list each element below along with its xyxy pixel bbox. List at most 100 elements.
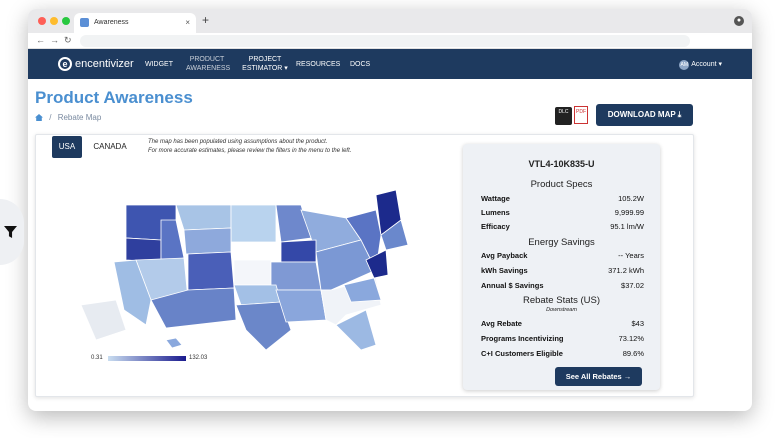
minimize-window-dot[interactable] bbox=[50, 17, 58, 25]
rebate-row: Programs Incentivizing 73.12% bbox=[481, 334, 644, 343]
map-region-colorado bbox=[187, 251, 235, 291]
breadcrumb-separator: / bbox=[49, 113, 52, 122]
map-region-mid-atlantic bbox=[365, 249, 389, 279]
map-region-wyoming bbox=[183, 227, 232, 255]
see-all-rebates-button[interactable]: See All Rebates → bbox=[555, 367, 642, 386]
tab-title: Awareness bbox=[94, 19, 129, 26]
address-bar: ← → ↻ bbox=[28, 33, 752, 49]
map-card: USA CANADA The map has been populated us… bbox=[35, 134, 694, 397]
map-region-oregon bbox=[125, 237, 162, 263]
energy-value: 371.2 kWh bbox=[608, 266, 644, 275]
url-field[interactable] bbox=[80, 35, 690, 47]
account-label: Account ▾ bbox=[691, 61, 722, 68]
nav-product-awareness[interactable]: PRODUCT AWARENESS bbox=[186, 56, 231, 72]
logo-icon: e bbox=[58, 57, 72, 71]
encentivizer-logo[interactable]: e encentivizer bbox=[58, 57, 134, 71]
breadcrumb-current: Rebate Map bbox=[57, 113, 102, 122]
nav-project-estimator[interactable]: PROJECT ESTIMATOR ▾ bbox=[242, 56, 288, 72]
pdf-icon[interactable]: PDF bbox=[574, 106, 588, 124]
browser-menu-icon[interactable]: ● bbox=[734, 16, 744, 26]
spec-row: Wattage 105.2W bbox=[481, 194, 644, 203]
nav-docs[interactable]: DOCS bbox=[350, 61, 371, 68]
rebate-label: Programs Incentivizing bbox=[481, 334, 564, 343]
map-region-montana bbox=[175, 204, 232, 231]
map-region-midwest bbox=[270, 261, 322, 291]
download-map-button[interactable]: DOWNLOAD MAP ⤓ bbox=[596, 104, 693, 126]
spec-label: Wattage bbox=[481, 194, 510, 203]
logo-text: encentivizer bbox=[75, 57, 134, 70]
map-note-line-1: The map has been populated using assumpt… bbox=[148, 139, 328, 145]
spec-value: 9,999.99 bbox=[614, 208, 644, 217]
back-icon[interactable]: ← bbox=[36, 35, 45, 45]
map-region-northeast bbox=[345, 209, 382, 272]
filter-icon bbox=[4, 226, 17, 238]
energy-heading: Energy Savings bbox=[528, 237, 595, 248]
rebate-value: 73.12% bbox=[618, 334, 644, 343]
legend-max-label: 132.03 bbox=[189, 355, 208, 361]
map-note-line-2: For more accurate estimates, please revi… bbox=[148, 148, 352, 154]
app-navbar: e encentivizer WIDGET PRODUCT AWARENESS P… bbox=[28, 49, 752, 79]
spec-label: Lumens bbox=[481, 208, 510, 217]
dlc-badge[interactable]: DLC bbox=[555, 107, 572, 125]
map-region-dakotas bbox=[230, 204, 277, 243]
map-region-california bbox=[113, 259, 152, 326]
breadcrumb: / Rebate Map bbox=[35, 113, 101, 122]
spec-label: Efficacy bbox=[481, 222, 510, 231]
legend-color-scale bbox=[108, 356, 186, 361]
energy-label: Avg Payback bbox=[481, 251, 528, 260]
product-stats-panel: VTL4-10K835-U Product Specs Wattage 105.2… bbox=[463, 144, 660, 390]
map-region-florida bbox=[335, 309, 377, 351]
rebate-row: Avg Rebate $43 bbox=[481, 319, 644, 328]
favicon-icon bbox=[80, 18, 89, 27]
spec-value: 95.1 lm/W bbox=[610, 222, 644, 231]
tab-canada[interactable]: CANADA bbox=[93, 142, 127, 151]
avatar: AM bbox=[679, 60, 690, 70]
spec-row: Lumens 9,999.99 bbox=[481, 208, 644, 217]
map-region-texas bbox=[235, 301, 292, 351]
legend-min-label: 0.31 bbox=[91, 355, 103, 361]
tab-usa[interactable]: USA bbox=[52, 136, 82, 158]
maximize-window-dot[interactable] bbox=[62, 17, 70, 25]
reload-icon[interactable]: ↻ bbox=[64, 35, 72, 45]
energy-label: Annual $ Savings bbox=[481, 281, 544, 290]
spec-value: 105.2W bbox=[618, 194, 644, 203]
energy-value: -- Years bbox=[618, 251, 644, 260]
account-menu[interactable]: AM Account ▾ bbox=[679, 60, 722, 70]
rebate-value: 89.6% bbox=[622, 349, 644, 358]
rebate-row: C+I Customers Eligible 89.6% bbox=[481, 349, 644, 358]
filter-toggle[interactable] bbox=[0, 199, 24, 265]
rebate-subheading: Downstream bbox=[546, 307, 577, 313]
map-note: The map has been populated using assumpt… bbox=[148, 138, 351, 156]
home-icon[interactable] bbox=[35, 114, 43, 121]
energy-label: kWh Savings bbox=[481, 266, 528, 275]
nav-widget[interactable]: WIDGET bbox=[145, 61, 173, 68]
map-region-oklahoma bbox=[233, 284, 282, 306]
map-region-alaska bbox=[80, 299, 127, 341]
energy-row: kWh Savings 371.2 kWh bbox=[481, 266, 644, 275]
rebate-label: C+I Customers Eligible bbox=[481, 349, 563, 358]
tab-close-icon[interactable]: × bbox=[185, 18, 190, 27]
map-region-hawaii bbox=[165, 337, 183, 349]
map-region-arizona-nm bbox=[150, 287, 237, 329]
us-rebate-map[interactable] bbox=[76, 190, 411, 355]
map-region-new-england bbox=[380, 219, 409, 251]
browser-tab[interactable]: Awareness × bbox=[74, 13, 196, 33]
new-tab-button[interactable]: + bbox=[202, 13, 210, 27]
specs-heading: Product Specs bbox=[530, 179, 593, 190]
rebate-label: Avg Rebate bbox=[481, 319, 522, 328]
map-region-ohio-valley bbox=[315, 239, 377, 291]
nav-resources[interactable]: RESOURCES bbox=[296, 61, 341, 68]
close-window-dot[interactable] bbox=[38, 17, 46, 25]
spec-row: Efficacy 95.1 lm/W bbox=[481, 222, 644, 231]
map-region-iowa bbox=[280, 239, 317, 263]
map-region-idaho bbox=[160, 219, 185, 263]
energy-row: Avg Payback -- Years bbox=[481, 251, 644, 260]
rebate-value: $43 bbox=[631, 319, 644, 328]
forward-icon[interactable]: → bbox=[50, 35, 59, 45]
energy-row: Annual $ Savings $37.02 bbox=[481, 281, 644, 290]
map-region-carolinas bbox=[343, 277, 382, 303]
energy-value: $37.02 bbox=[621, 281, 644, 290]
page-title: Product Awareness bbox=[35, 88, 193, 107]
rebate-heading: Rebate Stats (US) bbox=[522, 295, 601, 306]
map-region-kansas bbox=[233, 259, 272, 286]
